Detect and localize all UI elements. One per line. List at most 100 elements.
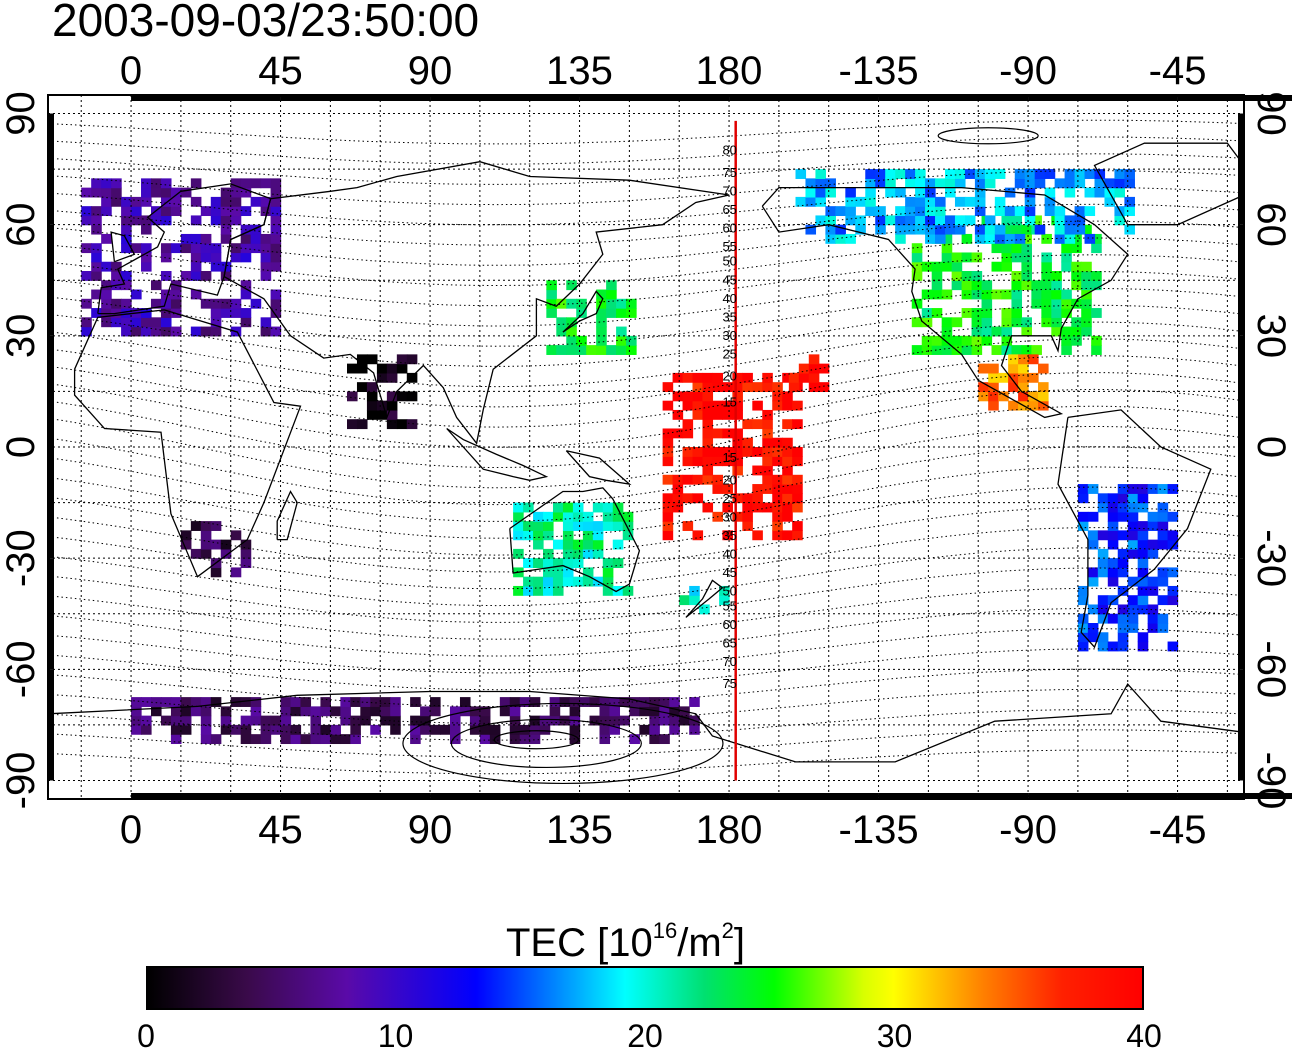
- lon-tick-label-top: 135: [546, 49, 613, 93]
- lat-tick-label-left: 90: [0, 91, 43, 135]
- lat-tick-label-right: -30: [1249, 529, 1292, 587]
- timestamp: 2003-09-03/23:50:00: [52, 0, 480, 46]
- axis-labels: 0045459090135135180180-135-135-90-90-45-…: [0, 49, 1292, 852]
- colorbar: [146, 966, 1144, 1010]
- meridian-lat-label: 75: [722, 676, 736, 691]
- coastline-north-america: [761, 186, 1129, 419]
- colorbar-tick-label: 20: [627, 1018, 663, 1054]
- coastline-europe: [97, 183, 272, 315]
- meridian-lat-label: 25: [722, 346, 736, 361]
- coastline-africa: [73, 309, 302, 578]
- colorbar-title-text: TEC [10: [506, 921, 653, 965]
- coastline-australia: [509, 487, 641, 593]
- coastlines: [48, 142, 1244, 763]
- colorbar-unit-close: ]: [733, 921, 746, 965]
- coastline-asia: [223, 161, 730, 445]
- lon-tick-label-bottom: 180: [696, 808, 763, 852]
- tec-region-mexico: [978, 354, 1049, 411]
- lat-tick-label-right: -90: [1249, 752, 1292, 810]
- lat-tick-label-right: 0: [1249, 436, 1292, 458]
- meridian-lat-label: 65: [722, 202, 736, 217]
- colorbar-tick-label: 0: [137, 1018, 155, 1054]
- lon-tick-label-bottom: 135: [546, 808, 613, 852]
- lon-tick-label-top: -135: [839, 49, 919, 93]
- lat-tick-label-left: -30: [0, 529, 43, 587]
- tec-region-hawaii: [788, 354, 830, 393]
- coastline-indonesia: [446, 427, 549, 481]
- meridian-lat-label: 20: [722, 369, 736, 384]
- lat-tick-label-right: 60: [1249, 202, 1292, 247]
- lon-tick-label-top: 90: [408, 49, 453, 93]
- meridian-lat-label: 15: [722, 395, 736, 410]
- meridian-lat-label: 15: [722, 450, 736, 465]
- tec-region-antarctica: [131, 697, 700, 745]
- meridian-lat-label: 40: [722, 546, 736, 561]
- lon-tick-label-bottom: 0: [120, 808, 142, 852]
- lon-tick-label-top: 0: [120, 49, 142, 93]
- coastline-japan: [562, 290, 604, 333]
- colorbar-tick-label: 10: [377, 1018, 414, 1054]
- lon-tick-label-bottom: 45: [258, 808, 303, 852]
- lat-tick-label-left: 0: [0, 436, 43, 458]
- coastline-new-guinea: [565, 450, 632, 486]
- tec-region-central-pacific: [662, 372, 803, 541]
- meridian-lat-label: 45: [722, 565, 736, 580]
- meridian-lat-label: 60: [722, 617, 736, 632]
- tec-data-layer: [81, 169, 1179, 745]
- colorbar-unit-exponent: 16: [652, 918, 678, 943]
- meridian-marker-layer: 8075706560555045403530252015152025303540…: [722, 120, 737, 781]
- lon-tick-label-top: -45: [1149, 49, 1207, 93]
- meridian-lat-label: 20: [722, 472, 736, 487]
- colorbar-tick-label: 40: [1126, 1018, 1162, 1054]
- lon-tick-label-bottom: -90: [999, 808, 1057, 852]
- magnetic-latitude-contours: [48, 119, 1244, 785]
- lat-tick-label-right: 90: [1249, 91, 1292, 135]
- meridian-lat-label: 75: [722, 165, 736, 180]
- axis-ticks: [48, 95, 1292, 799]
- tec-region-south-africa: [180, 521, 252, 578]
- meridian-lat-label: 40: [722, 291, 736, 306]
- meridian-lat-label: 25: [722, 491, 736, 506]
- coastline-new-zealand: [685, 579, 724, 618]
- coastline-madagascar: [276, 490, 298, 541]
- coastline-south-america: [1057, 409, 1212, 649]
- meridian-lat-label: 35: [722, 309, 736, 324]
- colorbar-unit-rest: /m: [677, 921, 722, 965]
- meridian-lat-label: 80: [722, 143, 736, 158]
- meridian-lat-label: 60: [722, 220, 736, 235]
- meridian-lat-label: 50: [722, 584, 736, 599]
- tec-region-japan: [546, 280, 637, 355]
- meridian-lat-label: 35: [722, 528, 736, 543]
- meridian-lat-label: 55: [722, 598, 736, 613]
- meridian-lat-label: 55: [722, 239, 736, 254]
- meridian-lat-label: 65: [722, 635, 736, 650]
- tec-region-new-zealand: [679, 585, 730, 615]
- lon-tick-label-bottom: -135: [839, 808, 919, 852]
- meridian-lat-label: 30: [722, 509, 736, 524]
- lon-tick-label-top: -90: [999, 49, 1057, 93]
- lon-tick-label-top: 45: [258, 49, 303, 93]
- colorbar-tick-label: 30: [876, 1018, 913, 1054]
- lon-tick-label-bottom: 90: [408, 808, 453, 852]
- lat-tick-label-left: 60: [0, 202, 43, 247]
- coastline-greenland: [1093, 142, 1244, 226]
- colorbar-title: TEC [1016/m2]: [506, 908, 745, 966]
- tec-region-europe: [81, 178, 282, 337]
- meridian-lat-label: 70: [722, 183, 736, 198]
- lat-tick-label-left: 30: [0, 314, 43, 359]
- lat-tick-label-left: -90: [0, 752, 43, 810]
- tec-region-canada: [795, 169, 1135, 244]
- meridian-lat-label: 30: [722, 328, 736, 343]
- lon-tick-label-top: 180: [696, 49, 763, 93]
- lat-tick-label-right: 30: [1249, 314, 1292, 359]
- lat-tick-label-left: -60: [0, 640, 43, 698]
- lon-tick-label-bottom: -45: [1149, 808, 1207, 852]
- meridian-lat-label: 45: [722, 272, 736, 287]
- tec-region-australia: [513, 502, 634, 596]
- meridian-lat-label: 70: [722, 654, 736, 669]
- colorbar-unit-square: 2: [721, 918, 734, 943]
- coastline-uk: [110, 231, 136, 263]
- coastline-antarctica-a: [48, 682, 1244, 763]
- tec-region-india: [347, 354, 418, 430]
